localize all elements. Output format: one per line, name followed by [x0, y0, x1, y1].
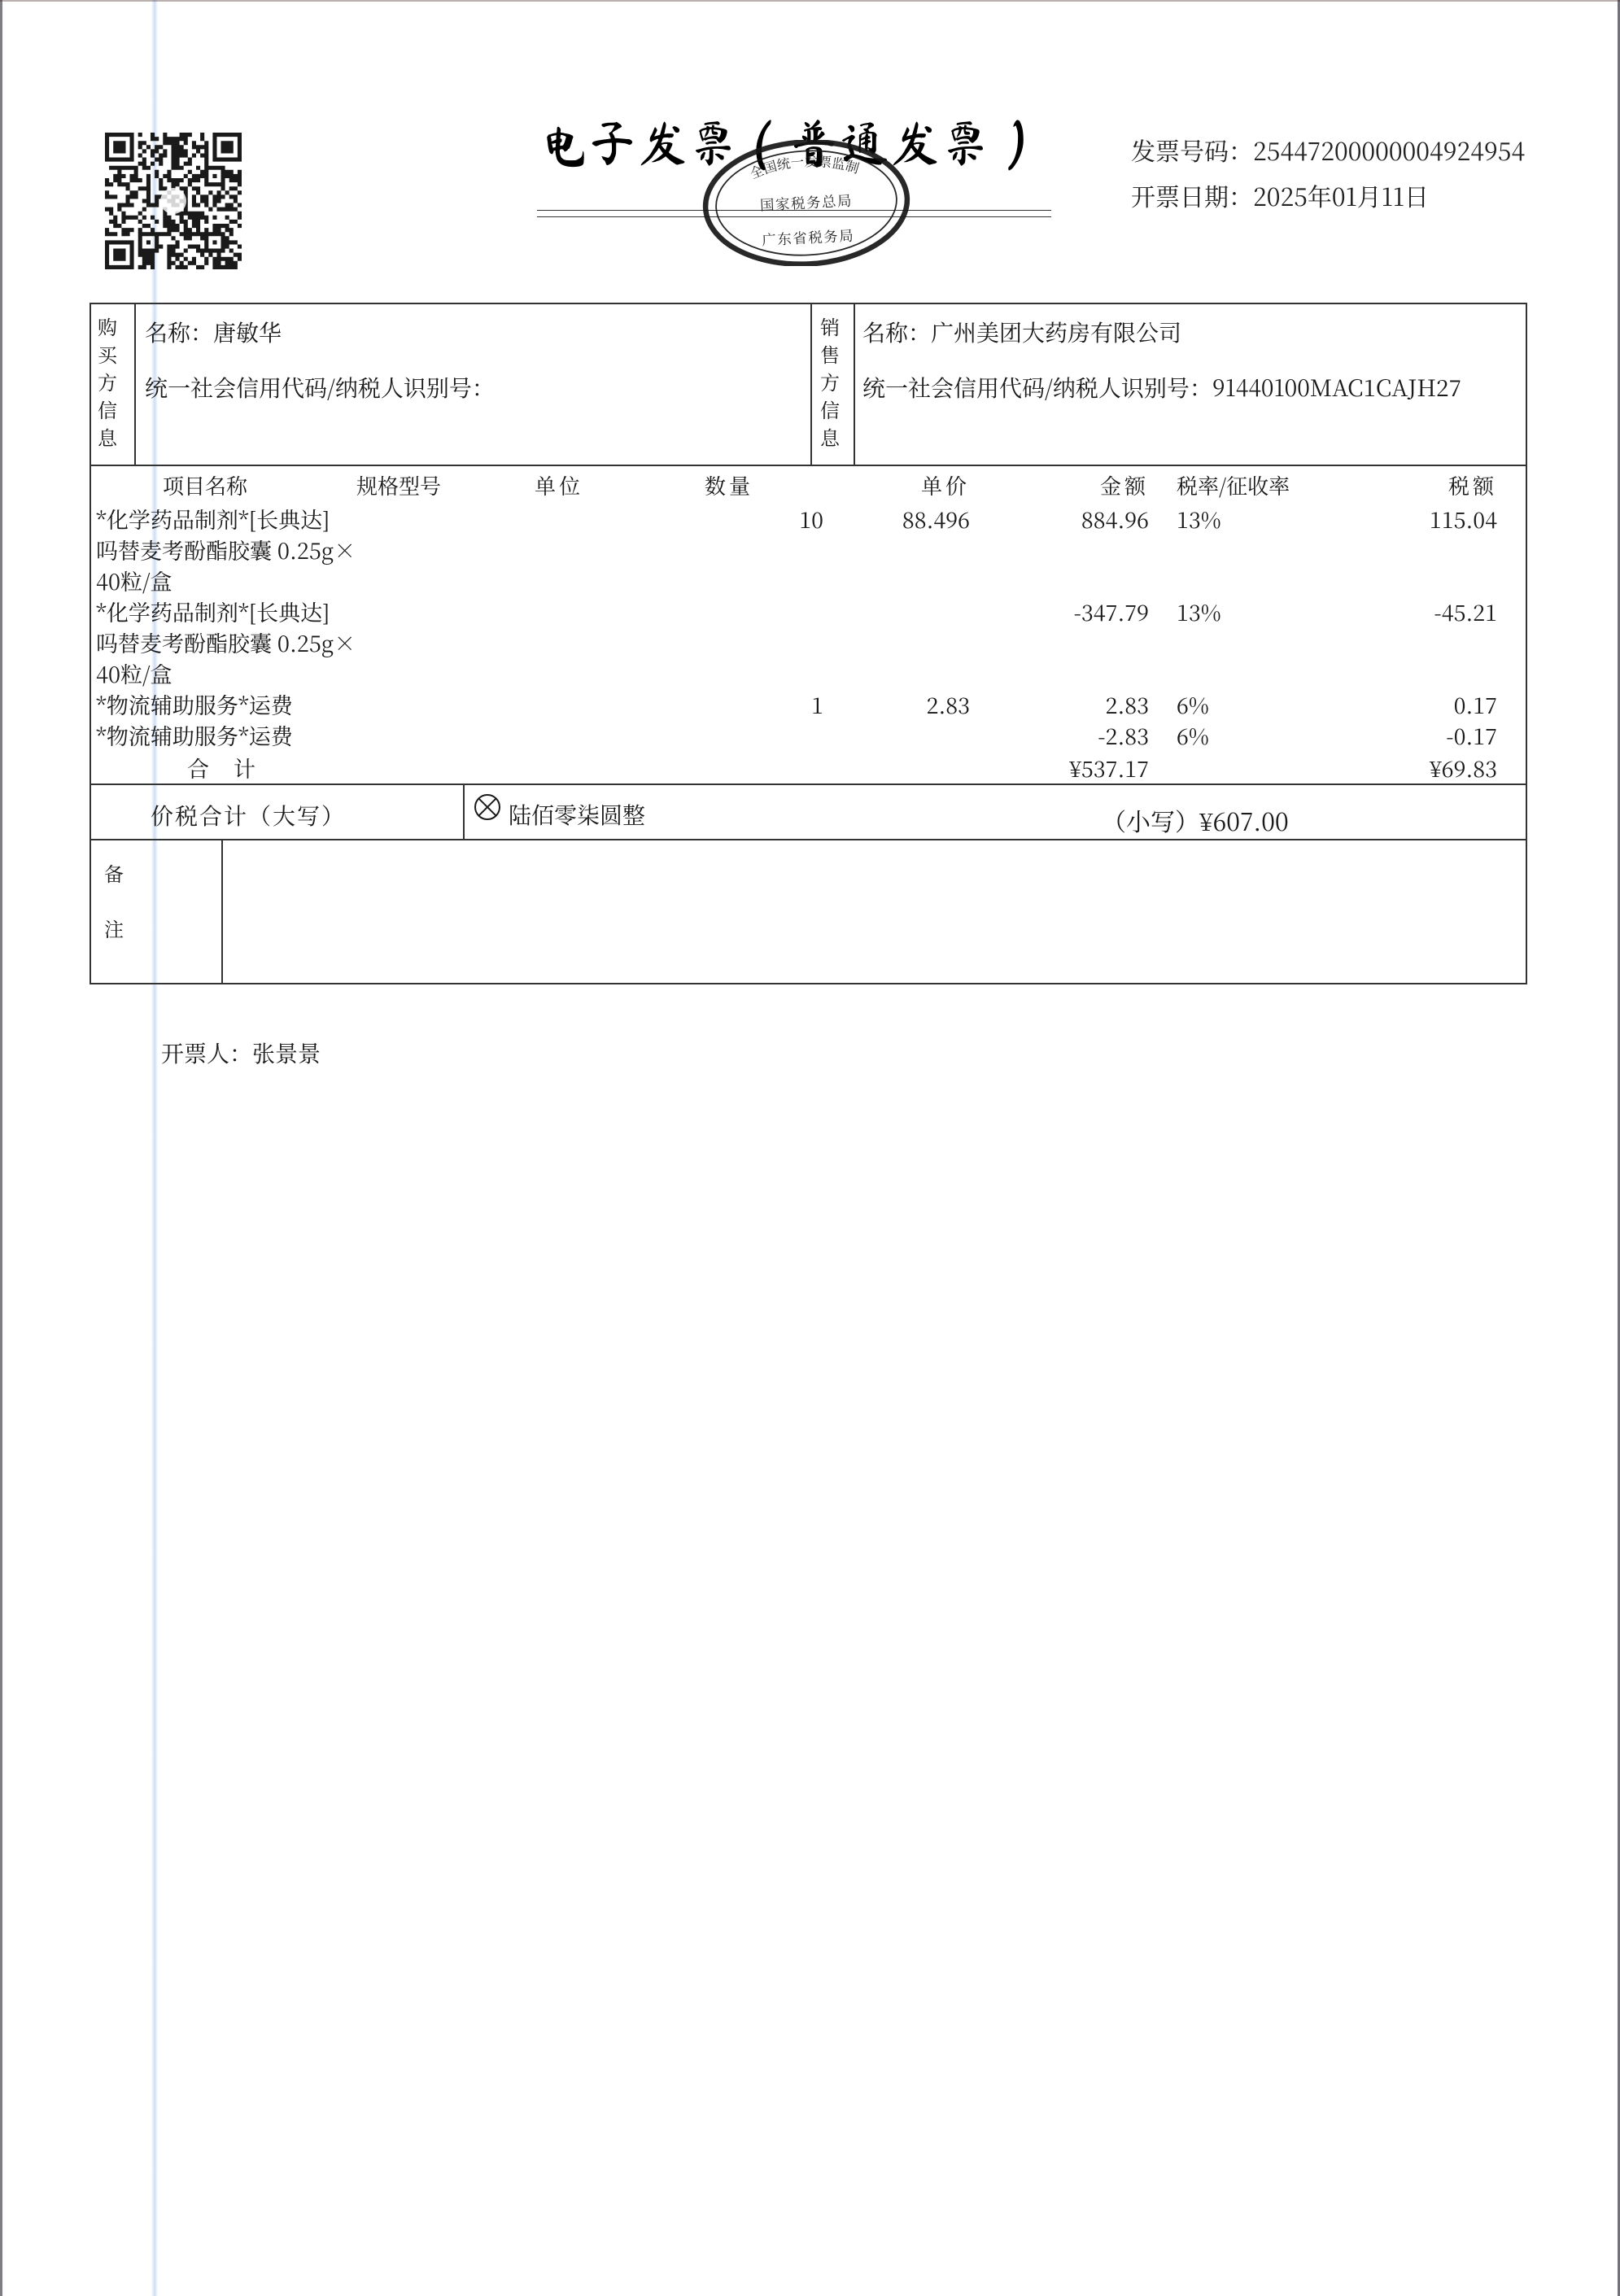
svg-text:广东省税务局: 广东省税务局	[762, 225, 855, 250]
svg-text:全国统一发票监制: 全国统一发票监制	[746, 148, 863, 183]
svg-text:国家税务总局: 国家税务总局	[759, 190, 853, 216]
